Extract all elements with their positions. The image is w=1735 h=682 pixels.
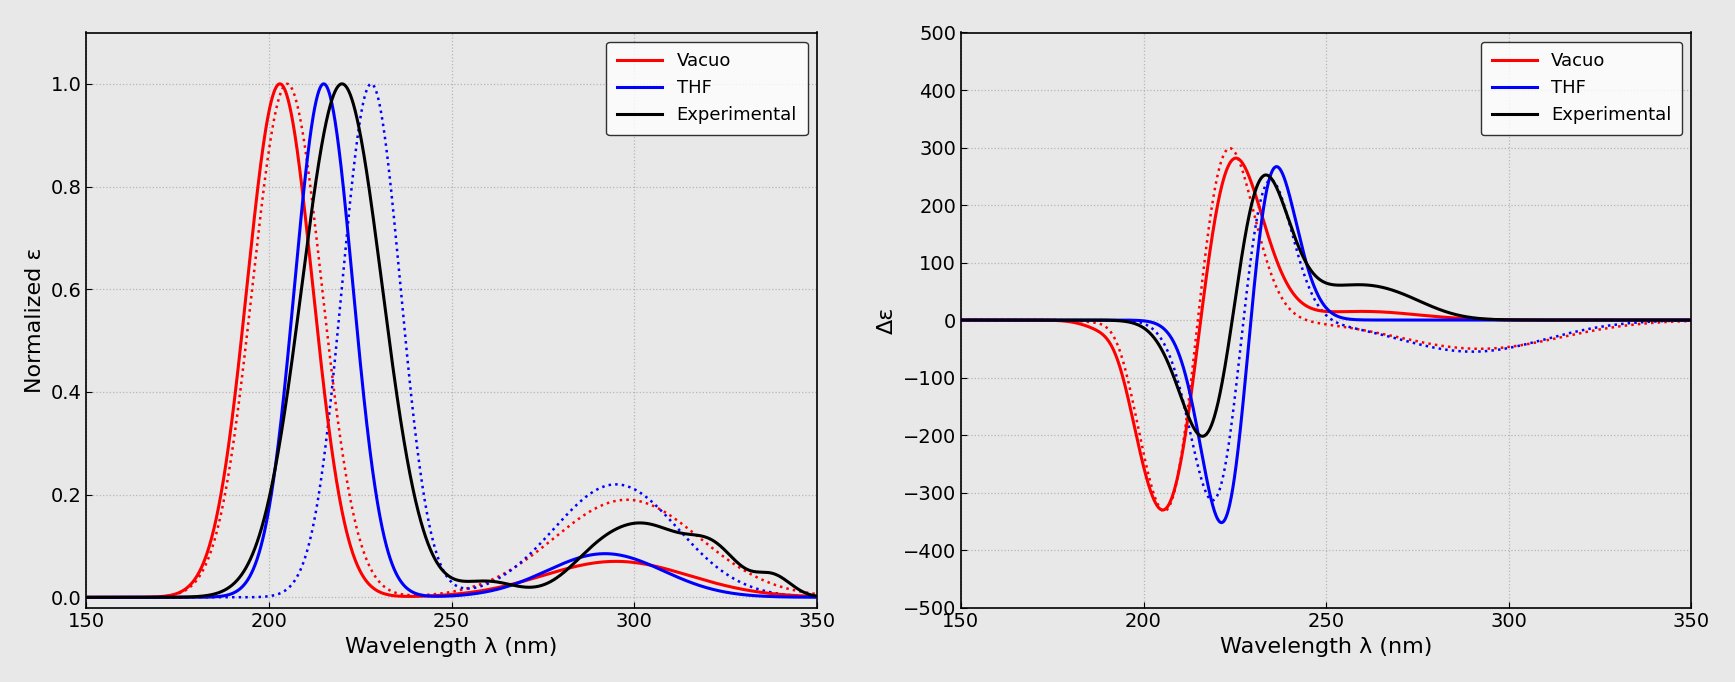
Y-axis label: Normalized ε: Normalized ε <box>24 248 45 393</box>
X-axis label: Wavelength λ (nm): Wavelength λ (nm) <box>1220 637 1433 657</box>
X-axis label: Wavelength λ (nm): Wavelength λ (nm) <box>345 637 557 657</box>
Legend: Vacuo, THF, Experimental: Vacuo, THF, Experimental <box>606 42 809 135</box>
Y-axis label: Δε: Δε <box>878 306 897 333</box>
Legend: Vacuo, THF, Experimental: Vacuo, THF, Experimental <box>1480 42 1683 135</box>
